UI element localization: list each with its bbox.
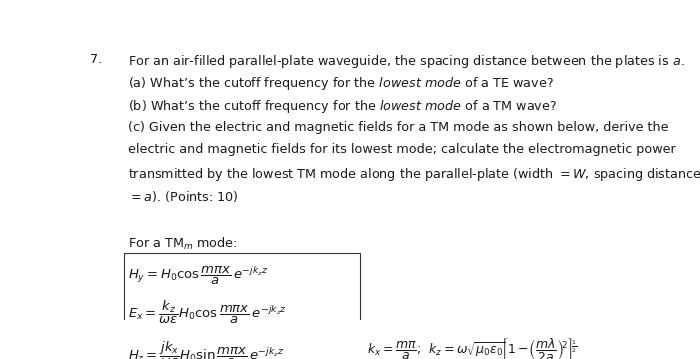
Text: 7.: 7.: [90, 53, 102, 66]
Text: electric and magnetic fields for its lowest mode; calculate the electromagnetic : electric and magnetic fields for its low…: [128, 144, 676, 157]
Text: transmitted by the lowest TM mode along the parallel-plate (width $= W$, spacing: transmitted by the lowest TM mode along …: [128, 166, 700, 183]
Text: For a TM$_m$ mode:: For a TM$_m$ mode:: [128, 236, 237, 252]
Text: $E_x = \dfrac{k_z}{\omega\varepsilon}H_0\cos\dfrac{m\pi x}{a}\,e^{-jk_z z}$: $E_x = \dfrac{k_z}{\omega\varepsilon}H_0…: [128, 299, 287, 326]
Text: (a) What’s the cutoff frequency for the $\mathit{lowest\ mode}$ of a TE wave?: (a) What’s the cutoff frequency for the …: [128, 75, 554, 92]
Text: (c) Given the electric and magnetic fields for a TM mode as shown below, derive : (c) Given the electric and magnetic fiel…: [128, 121, 668, 134]
Text: (b) What’s the cutoff frequency for the $\mathit{lowest\ mode}$ of a TM wave?: (b) What’s the cutoff frequency for the …: [128, 98, 557, 115]
Text: $H_y = H_0\cos\dfrac{m\pi x}{a}\,e^{-jk_z z}$: $H_y = H_0\cos\dfrac{m\pi x}{a}\,e^{-jk_…: [128, 265, 269, 286]
Text: For an air-filled parallel-plate waveguide, the spacing distance between the pla: For an air-filled parallel-plate wavegui…: [128, 53, 685, 70]
FancyBboxPatch shape: [125, 253, 360, 359]
Text: $k_x = \dfrac{m\pi}{a}$;  $k_z = \omega\sqrt{\mu_0\varepsilon_0}\!\left[1-\!\lef: $k_x = \dfrac{m\pi}{a}$; $k_z = \omega\s…: [367, 336, 578, 359]
Text: $= a$). (Points: 10): $= a$). (Points: 10): [128, 189, 239, 204]
Text: $H_z = \dfrac{jk_x}{\omega\varepsilon}H_0\sin\dfrac{m\pi x}{a}\,e^{-jk_z z}$: $H_z = \dfrac{jk_x}{\omega\varepsilon}H_…: [128, 339, 284, 359]
